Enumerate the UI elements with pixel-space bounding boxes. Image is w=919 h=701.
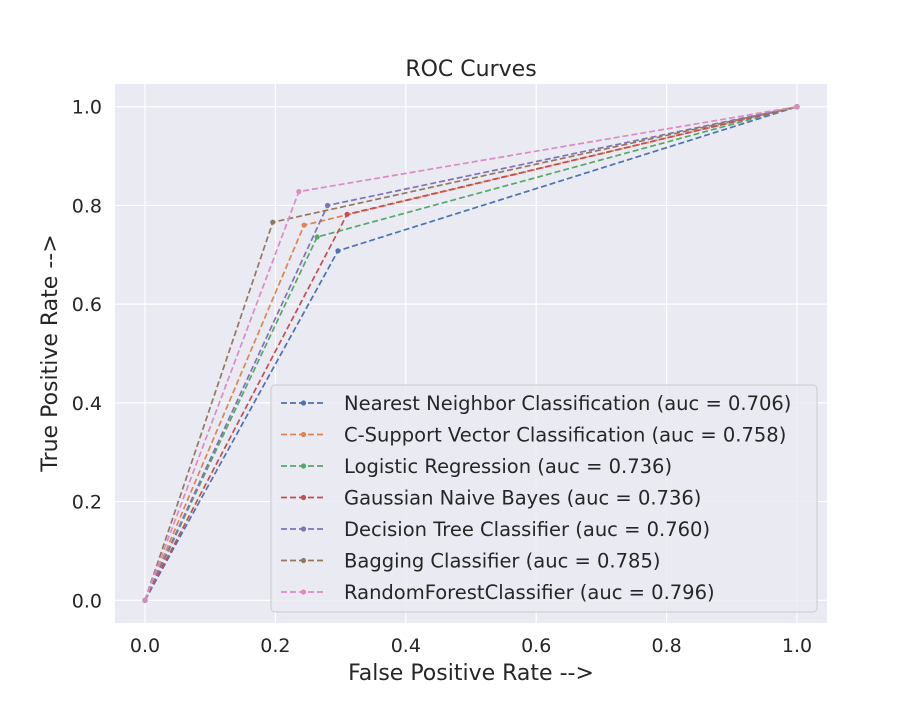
y-tick-labels: 0.0 0.2 0.4 0.6 0.8 1.0 — [72, 97, 102, 613]
legend-box — [270, 384, 818, 613]
legend-entry: Gaussian Naive Bayes (auc = 0.736) — [281, 487, 701, 510]
legend-label: Decision Tree Classifier (auc = 0.760) — [344, 518, 710, 541]
x-axis-title: False Positive Rate --> — [348, 661, 594, 686]
legend-entry: Nearest Neighbor Classification (auc = 0… — [281, 392, 791, 415]
y-tick-label: 0.8 — [72, 195, 102, 217]
legend-label: Logistic Regression (auc = 0.736) — [344, 455, 672, 478]
y-axis-title: True Positive Rate --> — [38, 234, 63, 472]
legend-entry: RandomForestClassifier (auc = 0.796) — [281, 581, 715, 604]
data-point — [142, 597, 148, 603]
legend-entry: Bagging Classifier (auc = 0.785) — [281, 550, 660, 573]
x-tick-label: 0.2 — [260, 635, 290, 657]
legend-label: C-Support Vector Classification (auc = 0… — [344, 424, 786, 447]
legend-marker — [300, 431, 307, 438]
x-tick-label: 0.8 — [651, 635, 681, 657]
data-point — [314, 234, 320, 240]
chart-title: ROC Curves — [405, 57, 536, 82]
legend-marker — [300, 557, 307, 564]
data-point — [296, 189, 302, 195]
data-point — [301, 222, 307, 228]
y-tick-label: 0.0 — [72, 590, 102, 612]
legend-label: Gaussian Naive Bayes (auc = 0.736) — [344, 487, 701, 510]
series-7 — [142, 104, 800, 603]
x-tick-label: 0.6 — [521, 635, 551, 657]
legend-entry: Decision Tree Classifier (auc = 0.760) — [281, 518, 710, 541]
data-point — [344, 211, 350, 217]
legend-entry: Logistic Regression (auc = 0.736) — [281, 455, 672, 478]
legend-label: Bagging Classifier (auc = 0.785) — [344, 550, 660, 573]
data-point — [335, 248, 341, 254]
x-tick-label: 1.0 — [782, 635, 812, 657]
legend: Nearest Neighbor Classification (auc = 0… — [270, 384, 818, 613]
legend-marker — [300, 526, 307, 532]
series-lines — [142, 104, 800, 603]
x-tick-label: 0.0 — [130, 635, 160, 657]
legend-label: RandomForestClassifier (auc = 0.796) — [344, 581, 715, 604]
x-tick-labels: 0.0 0.2 0.4 0.6 0.8 1.0 — [130, 635, 812, 657]
y-tick-label: 0.2 — [72, 492, 102, 514]
y-tick-label: 0.4 — [72, 393, 102, 415]
x-tick-label: 0.4 — [391, 635, 421, 657]
legend-marker — [300, 400, 307, 406]
data-point — [270, 219, 276, 225]
y-tick-label: 1.0 — [72, 97, 102, 119]
legend-entry: C-Support Vector Classification (auc = 0… — [281, 424, 786, 447]
legend-marker — [300, 589, 307, 595]
y-tick-label: 0.6 — [72, 294, 102, 316]
legend-marker — [300, 494, 307, 501]
legend-marker — [300, 463, 307, 469]
data-point — [794, 104, 800, 110]
legend-label: Nearest Neighbor Classification (auc = 0… — [344, 392, 791, 415]
data-point — [324, 202, 331, 209]
